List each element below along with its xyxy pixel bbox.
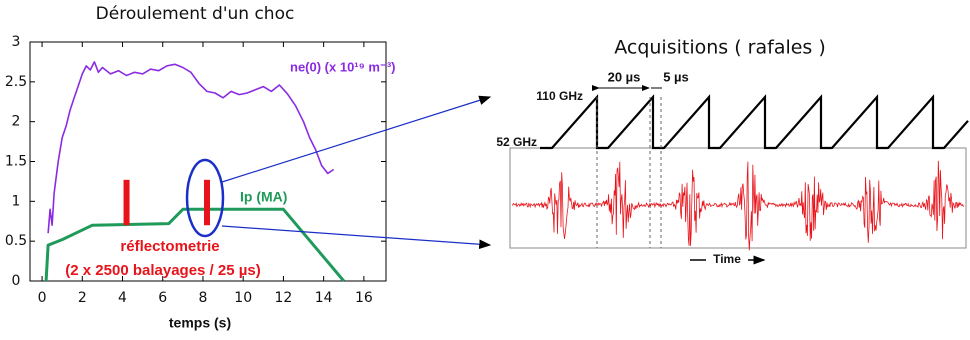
series-label: ne(0) (x 10¹⁹ m⁻³) xyxy=(290,59,396,74)
freq-label: 52 GHz xyxy=(496,135,537,149)
annotation: réflectometrie xyxy=(120,238,219,255)
x-axis-label: temps (s) xyxy=(169,315,231,331)
x-tick-label: 2 xyxy=(78,290,87,306)
series-line xyxy=(44,207,345,282)
x-tick-label: 16 xyxy=(355,290,373,306)
series-label: Ip (MA) xyxy=(240,189,287,205)
diagram-area xyxy=(511,94,969,251)
annotation: (2 x 2500 balayages / 25 µs) xyxy=(65,262,260,279)
y-tick-label: 1 xyxy=(12,193,21,209)
y-tick-label: 0 xyxy=(12,273,21,289)
y-tick-label: 1.5 xyxy=(5,154,27,170)
x-tick-label: 6 xyxy=(158,290,167,306)
y-tick-label: 2.5 xyxy=(5,74,27,90)
marker-bar xyxy=(123,179,130,226)
sweep-sawtooth xyxy=(540,94,969,150)
y-tick-label: 0.5 xyxy=(5,233,27,249)
x-tick-label: 4 xyxy=(118,290,127,306)
highlight-ellipse xyxy=(185,158,225,238)
duration-label: 5 µs xyxy=(663,69,689,84)
chart-title: Déroulement d'un choc xyxy=(96,4,295,24)
marker-bar xyxy=(203,179,210,226)
arrow xyxy=(221,95,492,183)
x-tick-label: 10 xyxy=(234,290,252,306)
x-tick-label: 0 xyxy=(38,290,47,306)
arrow xyxy=(221,225,492,250)
plot-area: 0 0.5 1 1.5 2 2.5 3 0 2 4 6 8 10 12 14 16 xyxy=(5,34,386,306)
y-tick-label: 3 xyxy=(12,34,21,50)
burst-frame xyxy=(509,147,967,249)
x-tick-label: 14 xyxy=(315,290,333,306)
time-label: Time xyxy=(713,252,741,266)
duration-label: 20 µs xyxy=(608,69,641,84)
burst-signal xyxy=(511,160,964,251)
x-tick-label: 12 xyxy=(275,290,293,306)
freq-label: 110 GHz xyxy=(536,89,583,103)
y-tick-label: 2 xyxy=(12,114,21,130)
diagram-title: Acquisitions ( rafales ) xyxy=(614,37,826,59)
x-tick-label: 8 xyxy=(199,290,208,306)
series-line xyxy=(47,61,335,234)
